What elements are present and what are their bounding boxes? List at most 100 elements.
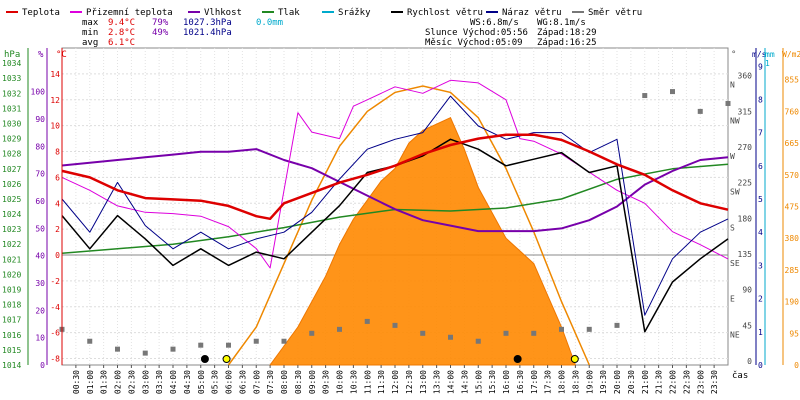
info-sunset: Západ:18:29 [537,28,597,38]
x-tick-label: 05:00 [197,370,206,394]
x-tick-label: 03:00 [141,370,150,394]
x-tick-label: 06:00 [225,370,234,394]
pct-tick: 90 [35,115,45,124]
x-tick-label: 07:30 [266,370,275,394]
stats-humidity: 79% [152,18,169,28]
moonset-marker [513,355,522,363]
hpa-tick: 1034 [2,59,21,68]
series-line-n-raz-v-tru [61,95,729,316]
stats-label: min [82,28,98,38]
radiation-tick: 475 [785,203,800,212]
wind-direction-point [448,334,453,340]
hpa-tick: 1014 [2,361,21,370]
x-tick-label: 01:00 [86,370,95,394]
direction-tick: 135 [738,250,753,259]
hpa-tick: 1018 [2,301,21,310]
wind-direction-point [198,342,204,348]
sunset-marker [570,355,579,363]
temp-tick: -4 [50,303,60,312]
wind-direction-point [392,322,398,328]
series-line-teplota [61,133,729,221]
x-axis-title: čas [732,370,748,381]
sunrise-marker [222,355,231,363]
x-tick-label: 02:30 [127,370,136,394]
stats-humidity: 49% [152,28,169,38]
x-tick-label: 23:30 [710,370,719,394]
legend-label: Rychlost větru [407,8,483,18]
x-tick-label: 17:30 [544,370,553,394]
x-tick-label: 22:00 [669,370,678,394]
x-tick-label: 11:00 [363,370,372,394]
theoretical-radiation-line [227,85,590,366]
hpa-tick: 1019 [2,286,21,295]
direction-tick: 315 [738,107,753,116]
x-tick-label: 18:00 [558,370,567,394]
temp-tick: 12 [50,96,60,105]
legend-label: Přizemní teplota [86,8,173,18]
radiation-tick: 95 [789,329,799,338]
radiation-tick: 760 [785,107,800,116]
temp-tick: 4 [55,199,60,208]
mm-axis-title: mm [765,50,775,59]
hpa-tick: 1025 [2,195,21,204]
pct-tick: 20 [35,306,45,315]
hpa-tick: 1020 [2,270,21,279]
info-ws: WS:6.8m/s [470,18,519,28]
x-tick-label: 14:30 [460,370,469,394]
radiation-tick: 0 [794,361,799,370]
hpa-tick: 1021 [2,255,21,264]
stats-pressure: 1021.4hPa [183,28,232,38]
wind-direction-point [670,89,675,95]
hpa-tick: 1030 [2,119,21,128]
stats-panel: max 9.4°C 79% 1027.3hPa 0.0mm min 2.8°C 49% 1021… [82,18,283,48]
x-tick-label: 04:30 [183,370,192,394]
hpa-tick: 1017 [2,316,21,325]
legend-label: Tlak [278,8,300,18]
radiation-axis-title: W/m2 [782,50,800,59]
wind-direction-point [87,338,93,344]
temp-tick: -8 [50,355,60,364]
info-sunrise: Slunce Východ:05:56 [425,28,528,38]
hpa-tick: 1026 [2,180,21,189]
temp-tick: 6 [55,173,60,182]
series-line-vlhkost [61,148,729,233]
ms-tick: 6 [758,162,763,171]
x-tick-label: 06:30 [238,370,247,394]
pct-tick: 80 [35,142,45,151]
wind-direction-point [420,330,426,336]
x-tick-label: 12:00 [391,370,400,394]
x-tick-label: 00:30 [72,370,81,394]
wind-direction-point [337,326,342,332]
wind-direction-point [531,330,537,336]
x-tick-label: 15:30 [488,370,497,394]
x-tick-label: 01:30 [100,370,109,394]
x-tick-label: 21:30 [655,370,664,394]
wind-direction-point [309,330,315,336]
info-moonrise: Měsíc Východ:05:09 [425,38,523,48]
direction-tick: 225 [738,179,753,188]
stats-temp: 6.1°C [108,38,135,48]
radiation-tick: 380 [785,234,800,243]
x-tick-label: 16:30 [516,370,525,394]
pct-tick: 50 [35,224,45,233]
x-tick-label: 19:30 [599,370,608,394]
temp-tick: 0 [55,251,60,260]
wind-direction-point [642,93,648,99]
ms-tick: 5 [758,195,763,204]
wind-direction-point [586,326,592,332]
x-tick-label: 08:30 [294,370,303,394]
direction-name: NW [730,116,740,125]
wind-direction-point [559,326,564,332]
wind-direction-point [697,108,703,114]
x-tick-label: 20:00 [613,370,622,394]
temp-tick: -2 [50,277,60,286]
legend-label: Směr větru [588,8,642,18]
hpa-tick: 1032 [2,89,21,98]
info-wg: WG:8.1m/s [537,18,586,28]
x-tick-label: 22:30 [682,370,691,394]
stats-label: max [82,18,99,28]
wind-direction-point [226,342,231,348]
pct-tick: 60 [35,197,45,206]
chart-legend: Teplota Přizemní teplota Vlhkost Tlak Srážky… [6,8,642,18]
pct-axis-title: % [38,50,44,60]
